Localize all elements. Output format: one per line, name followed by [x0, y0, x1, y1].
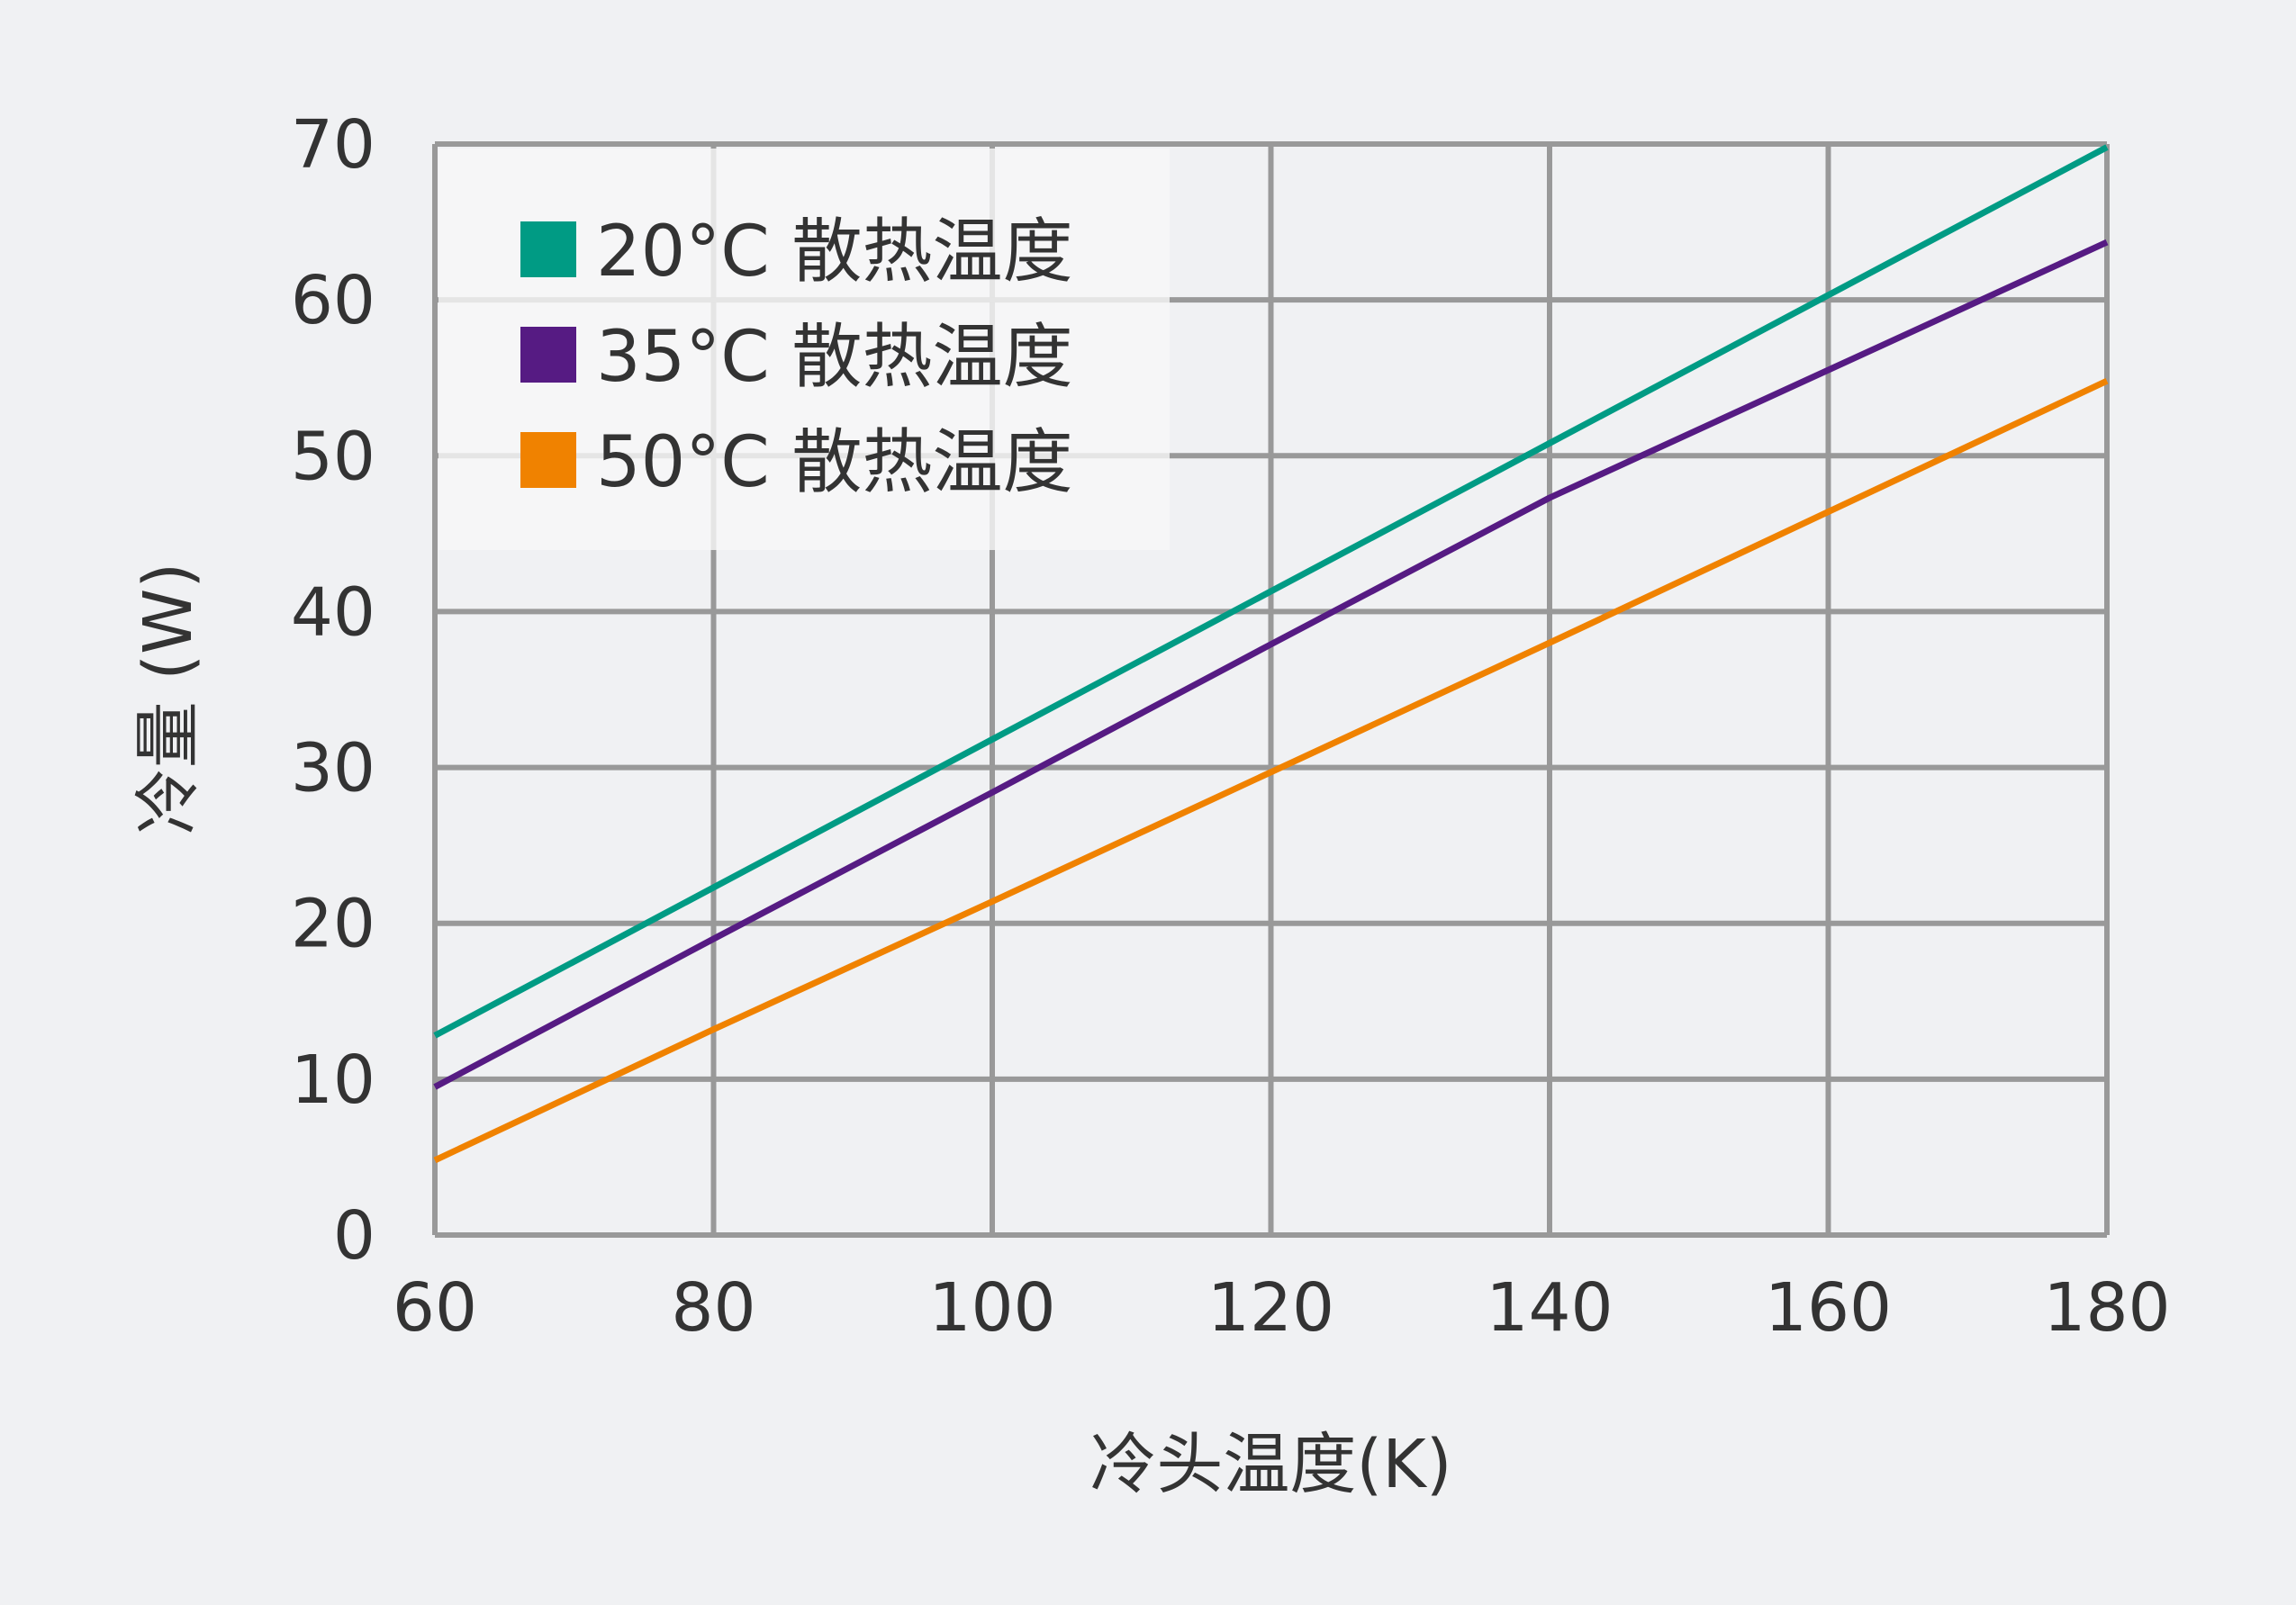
x-tick-label-80: 80 — [671, 1269, 755, 1347]
y-tick-label-10: 10 — [291, 1041, 375, 1119]
y-tick-label-70: 70 — [291, 106, 375, 184]
series-line-2 — [433, 239, 2109, 1090]
x-tick-label-100: 100 — [928, 1269, 1055, 1347]
x-tick-label-180: 180 — [2043, 1269, 2170, 1347]
legend-swatch-3 — [520, 432, 576, 488]
tick-labels: 60 80 100 120 140 160 180 0 10 20 30 40 50 60 70 — [291, 106, 2171, 1347]
y-tick-label-40: 40 — [291, 573, 375, 651]
legend: 20°C 散热温度 35°C 散热温度 50°C 散热温度 — [520, 212, 1073, 503]
legend-label-3: 50°C 散热温度 — [596, 422, 1073, 503]
x-tick-label-60: 60 — [393, 1269, 477, 1347]
y-axis-title: 冷量 (W) — [130, 563, 207, 834]
series-layer — [433, 144, 2109, 1164]
y-tick-label-0: 0 — [333, 1197, 375, 1275]
x-tick-label-140: 140 — [1486, 1269, 1613, 1347]
y-tick-label-30: 30 — [291, 730, 375, 807]
y-tick-label-20: 20 — [291, 886, 375, 963]
series-line-3 — [433, 378, 2109, 1164]
legend-swatch-2 — [520, 327, 576, 383]
x-axis-title: 冷头温度(K) — [1089, 1426, 1451, 1503]
legend-label-2: 35°C 散热温度 — [596, 317, 1073, 398]
x-tick-label-120: 120 — [1207, 1269, 1334, 1347]
x-tick-label-160: 160 — [1765, 1269, 1892, 1347]
series-line-1 — [433, 144, 2109, 1039]
y-tick-label-60: 60 — [291, 262, 375, 339]
legend-label-1: 20°C 散热温度 — [596, 212, 1073, 293]
y-tick-label-50: 50 — [291, 418, 375, 495]
legend-swatch-1 — [520, 221, 576, 277]
